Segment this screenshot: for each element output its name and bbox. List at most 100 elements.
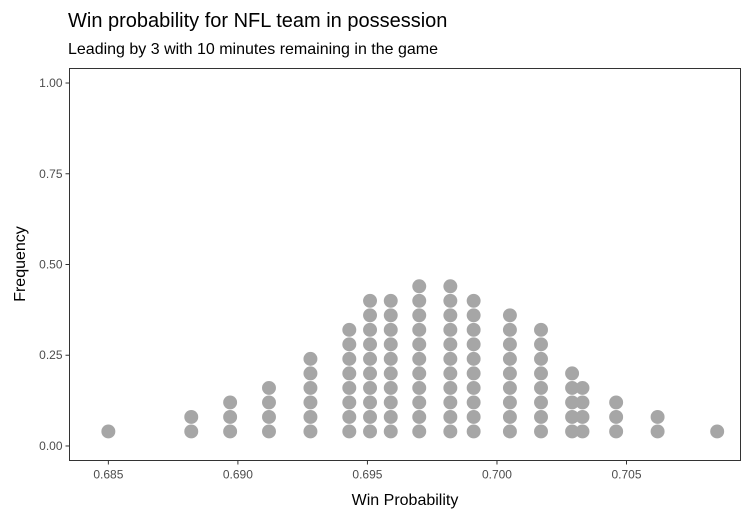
- data-dot: [650, 424, 665, 439]
- data-dot: [303, 409, 318, 424]
- data-dot: [412, 380, 427, 395]
- data-dot: [466, 293, 481, 308]
- data-dot: [534, 409, 548, 424]
- data-dot: [534, 424, 548, 439]
- x-tick-label: 0.690: [223, 468, 253, 482]
- data-dot: [303, 395, 318, 410]
- data-dot: [650, 409, 665, 424]
- data-dot: [262, 409, 276, 424]
- data-dot: [101, 424, 116, 439]
- data-dot: [502, 366, 517, 381]
- data-dot: [363, 351, 377, 366]
- data-dot: [466, 351, 481, 366]
- data-dot: [303, 366, 318, 381]
- data-dot: [363, 337, 377, 352]
- data-dot: [363, 380, 377, 395]
- data-dot: [383, 322, 398, 337]
- data-dot: [383, 337, 398, 352]
- data-dot: [502, 308, 517, 323]
- plot-panel: [69, 68, 741, 461]
- data-dot: [466, 366, 481, 381]
- data-dot: [565, 409, 580, 424]
- data-dot: [412, 322, 427, 337]
- data-dot: [383, 366, 398, 381]
- data-dot: [502, 351, 517, 366]
- data-dot: [363, 293, 377, 308]
- data-dot: [443, 380, 458, 395]
- data-dot: [502, 337, 517, 352]
- data-dot: [262, 395, 276, 410]
- data-dot: [443, 366, 458, 381]
- data-dot: [342, 337, 357, 352]
- y-tick-label: 0.25: [39, 348, 63, 362]
- data-dot: [383, 380, 398, 395]
- x-axis-label: Win Probability: [352, 492, 459, 509]
- data-dot: [363, 409, 377, 424]
- y-tick-label: 0.50: [39, 258, 63, 272]
- y-axis-ticks: 0.00 0.25 0.50 0.75 1.00: [39, 76, 70, 453]
- y-tick-label: 0.75: [39, 167, 63, 181]
- data-dot: [575, 409, 590, 424]
- data-dot: [303, 351, 318, 366]
- data-dot: [466, 395, 481, 410]
- data-dot: [342, 424, 357, 439]
- y-axis-label: Frequency: [12, 226, 29, 302]
- data-dot: [363, 424, 377, 439]
- data-dot: [412, 293, 427, 308]
- data-dot: [363, 395, 377, 410]
- data-dot: [412, 308, 427, 323]
- y-tick-label: 1.00: [39, 76, 63, 90]
- data-dot: [443, 424, 458, 439]
- y-tick-label: 0.00: [39, 439, 63, 453]
- data-dot: [575, 424, 590, 439]
- data-dot: [565, 424, 580, 439]
- data-dot: [363, 308, 377, 323]
- data-dot: [443, 322, 458, 337]
- chart-subtitle: Leading by 3 with 10 minutes remaining i…: [68, 41, 438, 58]
- data-dot: [443, 308, 458, 323]
- data-dot: [383, 409, 398, 424]
- data-dot: [383, 424, 398, 439]
- data-dot: [223, 424, 238, 439]
- data-dot: [534, 322, 548, 337]
- data-dot: [342, 409, 357, 424]
- data-dot: [534, 380, 548, 395]
- data-dot: [412, 395, 427, 410]
- data-dot: [342, 351, 357, 366]
- data-dot: [303, 380, 318, 395]
- data-dot: [502, 424, 517, 439]
- data-dot: [223, 409, 238, 424]
- data-dot: [262, 380, 276, 395]
- data-dot: [466, 322, 481, 337]
- data-dot: [502, 380, 517, 395]
- data-dot: [412, 409, 427, 424]
- chart-title: Win probability for NFL team in possessi…: [68, 10, 447, 32]
- data-dot: [502, 409, 517, 424]
- data-dot: [443, 409, 458, 424]
- data-dot: [412, 337, 427, 352]
- data-dot: [184, 424, 199, 439]
- data-dot: [565, 380, 580, 395]
- data-dot: [534, 366, 548, 381]
- data-dot: [466, 409, 481, 424]
- data-dot: [443, 279, 458, 294]
- data-dot: [363, 322, 377, 337]
- data-dot: [502, 395, 517, 410]
- data-dot: [342, 395, 357, 410]
- data-dot: [262, 424, 276, 439]
- x-tick-label: 0.700: [482, 468, 512, 482]
- x-axis-ticks: 0.685 0.690 0.695 0.700 0.705: [93, 460, 642, 482]
- data-dot: [575, 380, 590, 395]
- data-dot: [443, 395, 458, 410]
- data-dot: [609, 395, 624, 410]
- data-dot: [534, 351, 548, 366]
- data-dot: [363, 366, 377, 381]
- data-dot: [443, 351, 458, 366]
- data-dot: [534, 395, 548, 410]
- data-dot: [466, 337, 481, 352]
- dot-layer: [101, 279, 725, 439]
- data-dot: [342, 366, 357, 381]
- data-dot: [383, 395, 398, 410]
- data-dot: [609, 424, 624, 439]
